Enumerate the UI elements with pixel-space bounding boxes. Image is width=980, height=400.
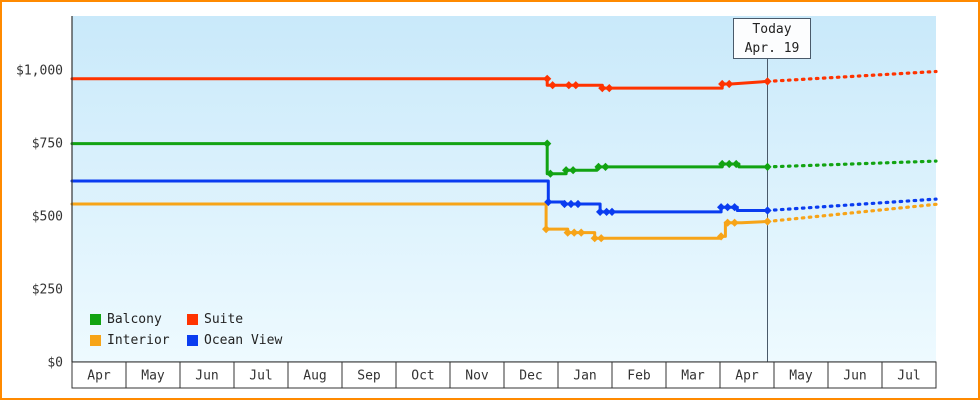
y-tick-label: $750 bbox=[32, 137, 63, 152]
month-label: Dec bbox=[519, 369, 542, 384]
data-point-balcony[interactable] bbox=[725, 159, 734, 169]
data-point-ocean-view[interactable] bbox=[573, 199, 583, 209]
legend-label-interior: Interior bbox=[107, 333, 170, 348]
legend-item-interior: Interior bbox=[90, 333, 187, 348]
data-point-balcony[interactable] bbox=[601, 162, 610, 172]
data-point-ocean-view[interactable] bbox=[595, 207, 605, 217]
month-label: Nov bbox=[465, 369, 489, 384]
data-point-ocean-view[interactable] bbox=[730, 203, 739, 212]
data-point-interior[interactable] bbox=[541, 224, 551, 234]
data-point-interior[interactable] bbox=[597, 234, 606, 243]
data-point-interior[interactable] bbox=[763, 217, 772, 226]
data-point-balcony[interactable] bbox=[546, 169, 555, 178]
data-point-ocean-view[interactable] bbox=[716, 203, 726, 212]
data-point-balcony[interactable] bbox=[594, 162, 603, 172]
data-point-ocean-view[interactable] bbox=[566, 199, 576, 209]
data-point-suite[interactable] bbox=[718, 79, 727, 89]
month-label: Jun bbox=[843, 369, 866, 384]
month-label: Jan bbox=[573, 369, 596, 384]
month-label: Sep bbox=[357, 369, 381, 384]
suite-swatch-icon bbox=[187, 314, 198, 325]
legend-item-ocean-view: Ocean View bbox=[187, 333, 282, 348]
data-point-ocean-view[interactable] bbox=[544, 197, 553, 207]
ocean-view-swatch-icon bbox=[187, 335, 198, 346]
data-point-interior[interactable] bbox=[716, 232, 726, 241]
legend-label-ocean-view: Ocean View bbox=[204, 333, 283, 348]
month-cell bbox=[557, 361, 613, 389]
projection-line-suite bbox=[765, 69, 938, 84]
data-point-interior[interactable] bbox=[577, 228, 586, 237]
month-cell bbox=[395, 361, 451, 389]
month-label: Feb bbox=[627, 369, 651, 384]
legend-label-suite: Suite bbox=[204, 312, 244, 327]
month-label: May bbox=[141, 369, 165, 384]
month-cell bbox=[881, 361, 937, 389]
month-label: May bbox=[789, 369, 813, 384]
data-point-suite[interactable] bbox=[543, 74, 552, 83]
data-point-balcony[interactable] bbox=[718, 159, 727, 169]
legend-label-balcony: Balcony bbox=[107, 312, 162, 327]
month-label: Jun bbox=[195, 369, 218, 384]
month-label: Mar bbox=[681, 369, 705, 384]
data-point-balcony[interactable] bbox=[543, 139, 552, 148]
data-point-ocean-view[interactable] bbox=[607, 207, 617, 217]
month-cell bbox=[71, 361, 127, 389]
projection-line-interior bbox=[765, 202, 938, 224]
y-tick-label: $1,000 bbox=[16, 64, 63, 79]
data-point-suite[interactable] bbox=[598, 83, 607, 93]
projection-line-balcony bbox=[765, 159, 938, 169]
y-tick-label: $250 bbox=[32, 283, 63, 298]
y-tick-label: $0 bbox=[47, 356, 63, 371]
legend: Balcony Suite Interior Ocean View bbox=[90, 312, 282, 348]
data-point-balcony[interactable] bbox=[568, 166, 578, 175]
data-point-ocean-view[interactable] bbox=[723, 203, 732, 212]
y-tick-label: $500 bbox=[32, 210, 63, 225]
balcony-swatch-icon bbox=[90, 314, 101, 325]
month-label: Oct bbox=[411, 369, 434, 384]
month-label: Jul bbox=[249, 369, 272, 384]
data-point-suite[interactable] bbox=[571, 81, 580, 90]
data-point-suite[interactable] bbox=[605, 83, 614, 93]
plot-area bbox=[72, 16, 936, 362]
data-point-suite[interactable] bbox=[725, 79, 734, 89]
today-date: Apr. 19 bbox=[744, 41, 800, 56]
data-point-interior[interactable] bbox=[723, 218, 732, 227]
month-cell bbox=[287, 361, 343, 389]
data-point-interior[interactable] bbox=[730, 218, 739, 227]
data-point-ocean-view[interactable] bbox=[560, 199, 569, 209]
data-point-suite[interactable] bbox=[763, 77, 772, 86]
today-label: Today bbox=[752, 22, 792, 37]
data-point-suite[interactable] bbox=[564, 81, 573, 90]
data-point-balcony[interactable] bbox=[763, 162, 772, 172]
month-label: Jul bbox=[897, 369, 920, 384]
projection-line-ocean-view bbox=[765, 197, 938, 213]
data-point-balcony[interactable] bbox=[561, 166, 571, 175]
month-cell bbox=[233, 361, 289, 389]
data-point-balcony[interactable] bbox=[732, 159, 741, 169]
month-cell bbox=[773, 361, 829, 389]
month-cell bbox=[125, 361, 181, 389]
interior-swatch-icon bbox=[90, 335, 101, 346]
month-label: Apr bbox=[735, 369, 759, 384]
data-point-interior[interactable] bbox=[563, 228, 572, 237]
data-point-ocean-view[interactable] bbox=[763, 206, 772, 215]
data-point-interior[interactable] bbox=[590, 234, 599, 243]
today-marker-box: Today Apr. 19 bbox=[733, 18, 811, 59]
legend-item-balcony: Balcony bbox=[90, 312, 187, 327]
data-point-ocean-view[interactable] bbox=[602, 207, 611, 217]
legend-item-suite: Suite bbox=[187, 312, 282, 327]
month-label: Aug bbox=[303, 369, 326, 384]
data-point-suite[interactable] bbox=[548, 81, 557, 90]
data-point-interior[interactable] bbox=[570, 228, 579, 237]
month-label: Apr bbox=[87, 369, 111, 384]
